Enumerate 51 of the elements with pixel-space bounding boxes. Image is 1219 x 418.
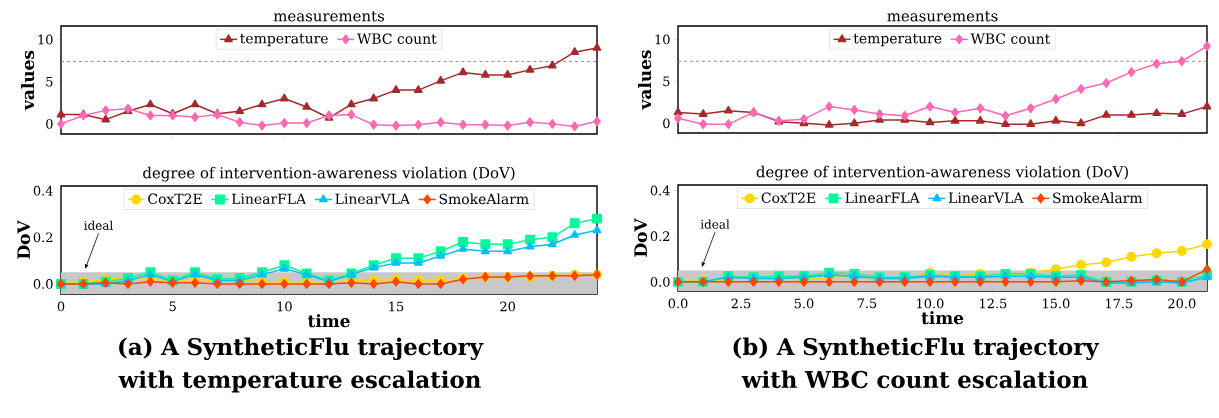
text: (a) A SyntheticFlu trajectory with temperature escalation [118,337,484,393]
y-tick-label: 0.0 [650,276,670,287]
y-tick-label: 0.2 [650,231,670,242]
band-label: ideal [700,219,730,229]
y-tick-label: 0.4 [650,185,670,196]
legend-label: WBC count [357,33,437,44]
y-tick-label: 0 [46,118,53,129]
chart-title: measurements [273,11,384,22]
y-tick-label: 0.0 [33,279,53,289]
band-label: ideal [84,220,113,230]
chart-title: degree of intervention-awareness violation (DoV) [756,165,1128,181]
y-tick-label: 0.4 [33,185,53,196]
x-tick-label: 15 [389,301,404,312]
y-tick-label: 0.2 [33,232,53,243]
chart-title: measurements [887,11,998,22]
x-tick-label: 20 [500,301,516,312]
x-tick-label: 5.0 [794,298,814,309]
y-tick-label: 10 [38,34,53,45]
legend-label: LinearVLA [335,193,411,205]
y-tick-label: 5 [46,76,53,87]
legend-label: SmokeAlarm [1053,192,1143,204]
y-axis-title: values [21,50,35,111]
legend-label: SmokeAlarm [439,193,529,205]
legend-label: WBC count [970,33,1051,44]
x-tick-label: 5 [169,301,176,312]
y-tick-label: 0 [663,118,670,129]
x-tick-label: 2.5 [731,298,751,309]
legend-label: LinearVLA [948,192,1024,203]
x-tick-label: 17.5 [1106,298,1133,309]
y-axis-title: DoV [17,220,31,259]
legend-label: temperature [240,33,328,47]
legend-label: LinearFLA [845,192,920,203]
x-tick-label: 0 [57,301,65,312]
x-axis-title: time [307,314,350,328]
legend-label: CoxT2E [761,192,816,204]
x-tick-label: 12.5 [980,298,1007,309]
x-tick-label: 7.5 [857,298,877,309]
y-tick-label: 5 [663,76,670,87]
y-axis-title: values [638,50,652,110]
x-axis-title: time [921,311,964,325]
x-tick-label: 15.0 [1043,298,1070,309]
y-tick-label: 10 [655,34,670,45]
y-axis-title: DoV [634,218,648,257]
chart-title: degree of intervention-awareness violation (DoV) [143,166,515,182]
legend-label: LinearFLA [231,193,307,205]
x-tick-label: 20.0 [1168,298,1196,309]
x-tick-label: 10.0 [917,298,944,309]
legend-label: CoxT2E [148,193,202,205]
legend-label: temperature [853,33,942,47]
x-tick-label: 10 [277,301,292,312]
text: (b) A SyntheticFlu trajectory with WBC count escalation [733,337,1100,389]
